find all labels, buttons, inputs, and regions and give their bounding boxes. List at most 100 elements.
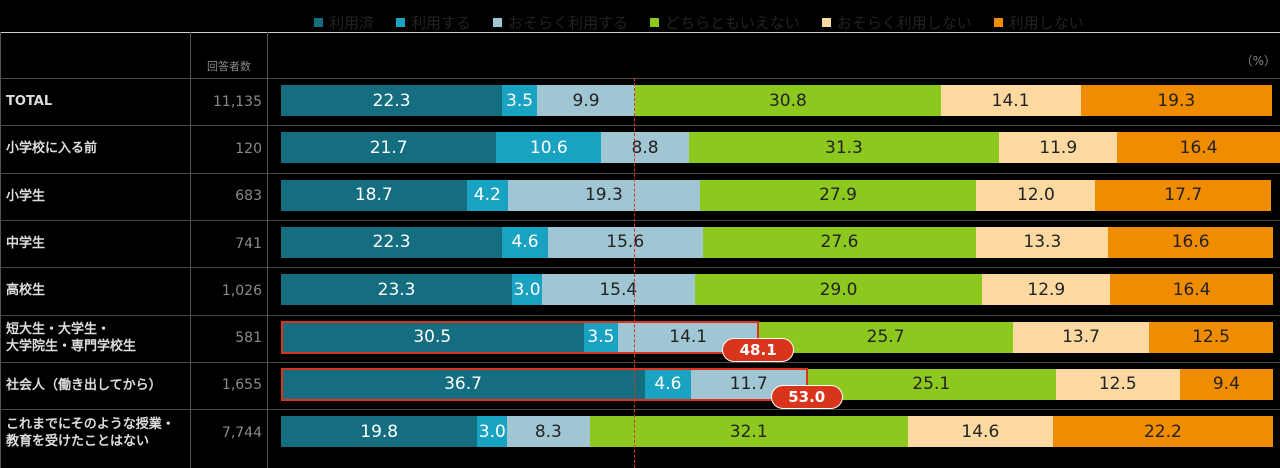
bar-segment: 8.8: [601, 132, 689, 164]
category-label: 小学校に入る前: [6, 141, 98, 157]
bar-segment: 25.7: [758, 321, 1014, 353]
bar-segment: 3.0: [512, 274, 542, 306]
bar-segment: 27.6: [702, 226, 977, 258]
column-divider: [267, 32, 268, 468]
bar-segment: 3.5: [583, 321, 619, 353]
column-divider: [0, 32, 1, 468]
row-divider: [0, 314, 1280, 316]
respondent-count: 683: [235, 188, 262, 205]
highlight-box: [281, 367, 808, 401]
bar-segment: 17.7: [1095, 179, 1271, 211]
legend-swatch: [821, 18, 831, 27]
bar-segment: 30.5: [281, 321, 584, 353]
bar-segment: 22.3: [281, 85, 503, 116]
legend-item: 利用済: [314, 12, 374, 33]
row-divider: [0, 267, 1280, 269]
bar-segment: 8.3: [507, 416, 590, 448]
bar-segment: 19.8: [281, 416, 478, 448]
bar-segment: 15.4: [541, 274, 695, 306]
legend-label: 利用する: [411, 14, 472, 32]
bar-segment: 19.3: [508, 179, 700, 211]
bar-segment: 9.9: [536, 85, 636, 116]
bar-segment: 13.7: [1013, 321, 1149, 353]
legend-label: 利用済: [329, 14, 375, 32]
respondent-count: 7,744: [221, 424, 262, 441]
bar-segment: 16.4: [1117, 132, 1280, 164]
category-label: これまでにそのような授業・ 教育を受けたことはない: [6, 416, 175, 449]
legend-swatch: [314, 18, 323, 27]
bar-segment: 14.6: [907, 416, 1053, 448]
bar-segment: 25.1: [806, 368, 1056, 400]
legend-label: おそらく利用する: [508, 14, 629, 32]
bar-segment: 12.5: [1055, 368, 1180, 400]
annotation-label: 53.0: [770, 384, 843, 409]
respondent-count: 1,026: [221, 282, 262, 299]
category-label: 小学生: [6, 188, 46, 204]
bar-segment: 21.7: [281, 132, 497, 164]
legend-swatch: [993, 18, 1003, 27]
legend-item: おそらく利用しない: [821, 12, 972, 33]
bar-segment: 32.1: [589, 416, 908, 448]
bar-segment: 31.3: [688, 132, 1000, 164]
bar-segment: 12.0: [976, 179, 1096, 211]
bar-segment: 15.6: [547, 226, 703, 258]
legend-label: 利用しない: [1008, 14, 1084, 32]
legend-item: 利用しない: [993, 12, 1084, 33]
bar-segment: 27.9: [699, 179, 977, 211]
bar-segment: 18.7: [281, 179, 467, 211]
category-label: 中学生: [6, 236, 46, 252]
bar-segment: 4.6: [502, 226, 548, 258]
count-header: 回答者数: [207, 60, 251, 73]
row-divider: [0, 172, 1280, 174]
bar-segment: 19.3: [1080, 85, 1272, 116]
row-divider: [0, 409, 1280, 411]
bar-segment: 30.8: [635, 85, 941, 116]
bar-segment: 22.3: [281, 226, 503, 258]
legend-swatch: [396, 18, 406, 27]
legend-label: どちらともいえない: [665, 14, 800, 32]
category-label: TOTAL: [6, 94, 53, 110]
bar-segment: 9.4: [1179, 368, 1273, 400]
bar-segment: 23.3: [281, 274, 513, 306]
category-label: 短大生・大学生・ 大学院生・専門学校生: [6, 322, 137, 355]
unit-label: （%）: [1240, 54, 1276, 68]
row-divider: [0, 219, 1280, 221]
bar-segment: 4.2: [466, 179, 509, 211]
bar-segment: 29.0: [694, 274, 983, 306]
annotation-label: 48.1: [722, 337, 795, 362]
legend-swatch: [650, 18, 660, 27]
bar-segment: 3.0: [477, 416, 508, 448]
category-label: 社会人（働き出してから）: [6, 377, 162, 393]
highlight-box: [281, 320, 760, 354]
bar-segment: 12.9: [982, 274, 1111, 306]
bar-segment: 13.3: [976, 226, 1109, 258]
respondent-count: 120: [235, 140, 262, 157]
legend-item: 利用する: [396, 12, 471, 33]
bar-segment: 16.6: [1108, 226, 1273, 258]
bar-segment: 22.2: [1052, 416, 1273, 448]
bar-segment: 14.1: [940, 85, 1081, 116]
respondent-count: 741: [235, 235, 262, 252]
bar-segment: 11.9: [999, 132, 1118, 164]
category-label: 高校生: [6, 283, 46, 299]
row-divider: [0, 361, 1280, 363]
header-border: [0, 32, 1280, 33]
bar-segment: 12.5: [1149, 321, 1273, 353]
bar-segment: 4.6: [645, 368, 691, 400]
reference-line: [634, 78, 636, 468]
respondent-count: 1,655: [221, 377, 262, 394]
legend-label: おそらく利用しない: [836, 14, 972, 32]
legend: 利用済 利用する おそらく利用する どちらともいえない おそらく利用しない 利用しない: [314, 12, 1084, 33]
bar-segment: 16.4: [1110, 274, 1273, 306]
legend-swatch: [493, 18, 503, 27]
bar-segment: 10.6: [496, 132, 602, 164]
bar-segment: 36.7: [281, 368, 646, 400]
row-divider: [0, 78, 1280, 79]
column-divider: [190, 32, 191, 468]
bar-segment: 3.5: [502, 85, 537, 116]
row-divider: [0, 125, 1280, 127]
legend-item: おそらく利用する: [493, 12, 628, 33]
respondent-count: 581: [235, 330, 262, 347]
respondent-count: 11,135: [213, 93, 262, 110]
